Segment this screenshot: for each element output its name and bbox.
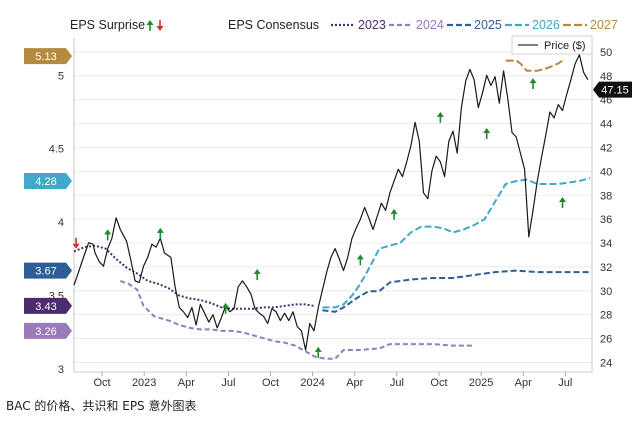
x-tick-label: 2024 — [300, 377, 324, 389]
surprise-up-arrow — [483, 128, 491, 140]
left-tick-label: 4 — [58, 217, 64, 229]
right-tick-label: 50 — [600, 47, 612, 59]
surprise-up-arrow — [104, 229, 112, 241]
left-badge-label: 5.13 — [35, 51, 56, 63]
x-tick-label: Apr — [346, 377, 363, 389]
legend-label-2024: 2024 — [416, 18, 444, 32]
legend-label-2026: 2026 — [532, 18, 560, 32]
x-tick-label: Oct — [94, 377, 111, 389]
left-badge: 4.28 — [24, 173, 72, 190]
legend-label-2025: 2025 — [474, 18, 502, 32]
price-line — [73, 54, 589, 351]
right-tick-label: 34 — [600, 238, 612, 250]
x-tick-label: Jul — [390, 377, 404, 389]
legend-eps-surprise: EPS Surprise — [70, 18, 145, 32]
x-tick-label: Oct — [430, 377, 447, 389]
price-badge: 47.15 — [593, 81, 632, 98]
x-axis: Oct 2023 Apr Jul Oct 2024 Apr Jul Oct 2025 Apr Jul — [94, 372, 572, 389]
legend-eps-consensus: EPS Consensus — [228, 18, 319, 32]
series-line-2025 — [322, 269, 590, 313]
left-badge: 3.43 — [24, 297, 72, 314]
price-series — [73, 54, 589, 351]
x-tick-label: Jul — [558, 377, 572, 389]
price-legend: Price ($) — [511, 35, 593, 55]
legend-series-items: 2023 2024 2025 2026 2027 — [331, 18, 618, 32]
left-badge-label: 4.28 — [35, 176, 56, 188]
left-badge: 3.26 — [24, 322, 72, 339]
left-badge-label: 3.26 — [35, 326, 56, 338]
x-tick-label: Oct — [262, 377, 279, 389]
right-tick-label: 44 — [600, 119, 612, 131]
right-tick-label: 38 — [600, 190, 612, 202]
right-tick-label: 28 — [600, 310, 612, 322]
series-line-2023 — [73, 244, 315, 310]
series-line-2027 — [505, 58, 566, 72]
left-tick-label: 5 — [58, 70, 64, 82]
surprise-up-arrow — [253, 269, 261, 281]
right-tick-label: 36 — [600, 214, 612, 226]
surprise-down-arrow — [72, 237, 80, 249]
consensus-series — [73, 58, 591, 360]
left-badge: 3.67 — [24, 262, 72, 279]
eps-surprise-markers — [72, 78, 567, 358]
surprise-up-arrow — [529, 78, 537, 90]
right-tick-label: 32 — [600, 262, 612, 274]
right-tick-label: 30 — [600, 286, 612, 298]
series-line-2026 — [322, 177, 591, 309]
right-tick-label: 46 — [600, 95, 612, 107]
surprise-up-icon — [146, 20, 154, 31]
x-tick-label: 2025 — [469, 377, 493, 389]
x-tick-label: Apr — [515, 377, 532, 389]
series-line-2024 — [119, 279, 475, 360]
surprise-up-arrow — [559, 197, 567, 209]
surprise-up-arrow — [390, 208, 398, 220]
right-axis: 50 48 46 44 42 40 38 36 34 32 30 28 26 24 — [600, 47, 612, 370]
price-badge-shape — [593, 81, 632, 98]
left-tick-label: 3 — [58, 364, 64, 376]
surprise-up-arrow — [156, 227, 164, 239]
price-badge-label: 47.15 — [601, 85, 629, 97]
surprise-up-arrow — [314, 346, 322, 358]
left-badge: 5.13 — [24, 48, 72, 65]
right-tick-label: 42 — [600, 142, 612, 154]
right-tick-label: 48 — [600, 71, 612, 83]
surprise-down-icon — [156, 20, 164, 31]
left-tick-label: 4.5 — [49, 144, 64, 156]
price-legend-label: Price ($) — [544, 40, 586, 52]
right-tick-label: 40 — [600, 166, 612, 178]
x-tick-label: Jul — [221, 377, 235, 389]
left-value-badges: 5.13 4.28 3.67 3.43 3.26 — [24, 48, 72, 339]
left-badge-label: 3.43 — [35, 301, 56, 313]
surprise-up-arrow — [356, 254, 364, 266]
legend-label-2023: 2023 — [358, 18, 386, 32]
chart-caption: BAC 的价格、共识和 EPS 意外图表 — [6, 399, 197, 413]
right-tick-label: 26 — [600, 334, 612, 346]
surprise-up-arrow — [436, 111, 444, 123]
x-tick-label: 2023 — [132, 377, 156, 389]
left-badge-label: 3.67 — [35, 266, 56, 278]
top-legend: EPS Surprise EPS Consensus 2023 2024 2025 2… — [70, 18, 618, 32]
surprise-up-arrow — [222, 302, 230, 314]
x-tick-label: Apr — [178, 377, 195, 389]
legend-label-2027: 2027 — [590, 18, 618, 32]
grid — [73, 38, 593, 373]
right-tick-label: 24 — [600, 357, 612, 369]
